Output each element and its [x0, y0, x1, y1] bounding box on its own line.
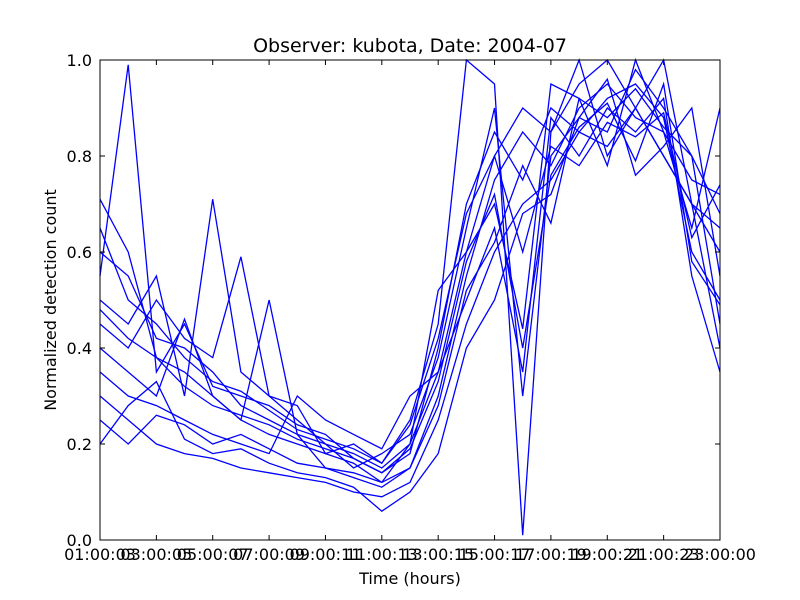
series-line-6: [99, 57, 721, 484]
x-tick-label-11: 21:00:23: [628, 545, 700, 564]
x-tick-label-4: 07:00:09: [233, 545, 305, 564]
x-tick-label-5: 09:00:11: [290, 545, 362, 564]
series-line-12: [99, 81, 721, 474]
series-line-11: [99, 111, 721, 465]
y-axis-label: Normalized detection count: [41, 189, 60, 411]
x-tick-label-7: 13:00:15: [402, 545, 474, 564]
y-tick-label-4: 0.6: [67, 243, 92, 262]
x-axis-label: Time (hours): [358, 569, 461, 588]
x-tick-label-1: 01:00:03: [64, 545, 136, 564]
y-tick-label-6: 1.0: [67, 51, 92, 70]
series-line-10: [99, 87, 721, 488]
y-tick-label-2: 0.2: [67, 435, 92, 454]
series-line-4: [99, 68, 721, 469]
x-tick-label-2: 03:00:05: [120, 545, 192, 564]
x-tick-label-12: 23:00:00: [684, 545, 756, 564]
series-line-5: [99, 57, 721, 536]
plot-frame: [99, 59, 721, 541]
series-line-8: [99, 106, 721, 498]
x-tick-label-10: 19:00:21: [571, 545, 643, 564]
series-line-3: [99, 64, 721, 474]
series-lines: [99, 57, 721, 536]
x-tick-label-8: 15:00:17: [459, 545, 531, 564]
y-tick-label-5: 0.8: [67, 147, 92, 166]
axis-ticks: 01:00:0303:00:0505:00:0707:00:0909:00:11…: [64, 51, 756, 564]
series-line-9: [99, 77, 721, 513]
x-tick-label-6: 11:00:13: [346, 545, 418, 564]
y-tick-label-1: 0.0: [67, 531, 92, 550]
x-tick-label-3: 05:00:07: [177, 545, 249, 564]
chart-title: Observer: kubota, Date: 2004-07: [253, 35, 567, 57]
y-tick-label-3: 0.4: [67, 339, 92, 358]
series-line-7: [99, 96, 721, 455]
x-tick-label-9: 17:00:19: [515, 545, 587, 564]
